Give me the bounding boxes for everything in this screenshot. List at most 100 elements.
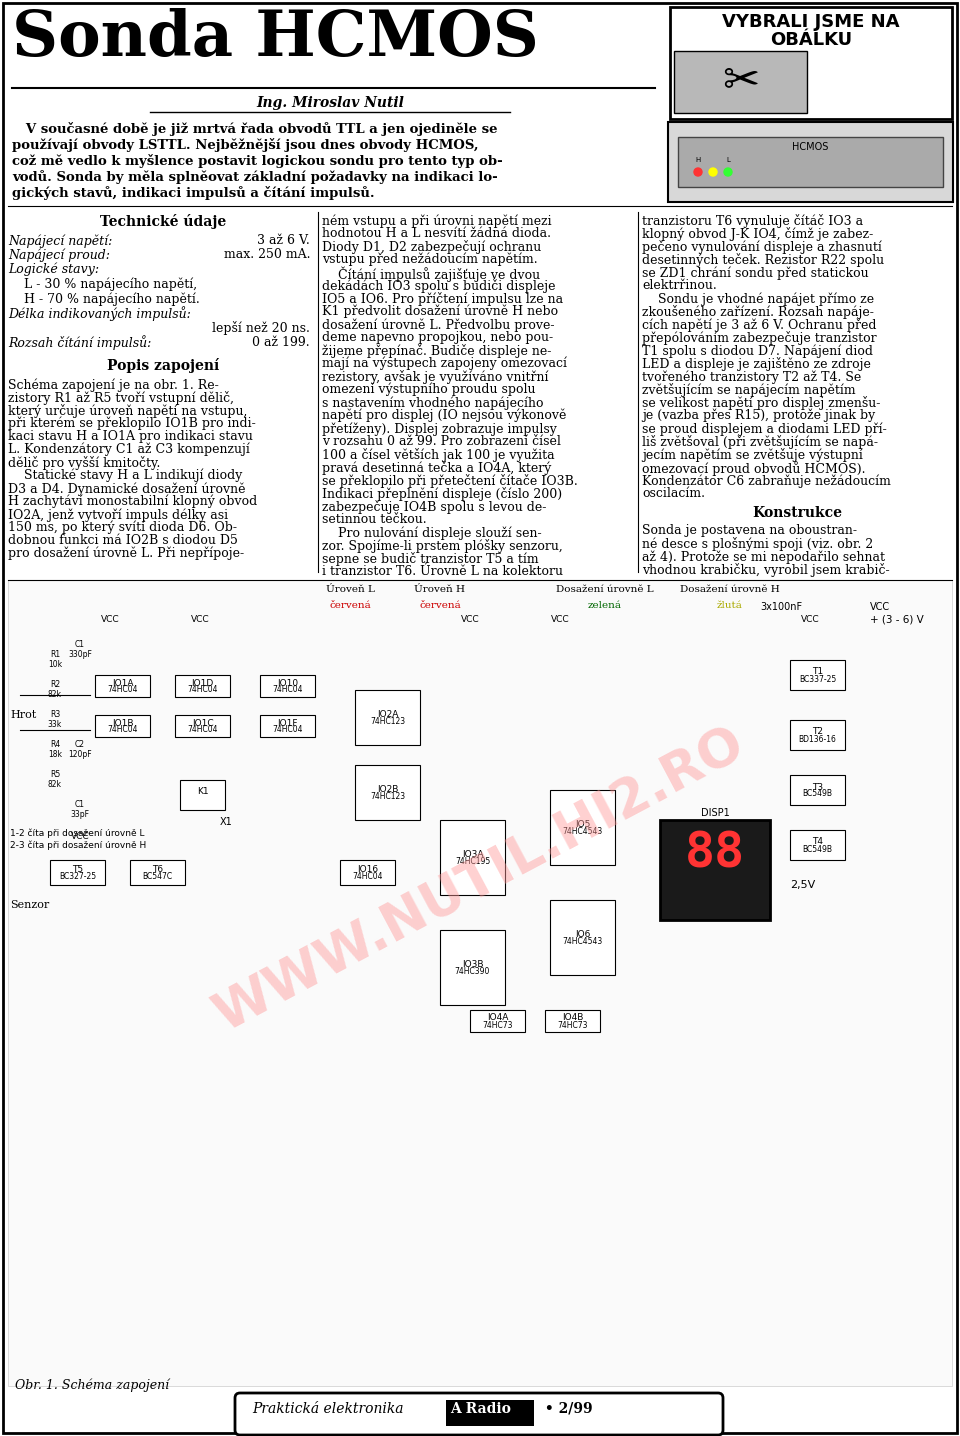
Text: Úroveň H: Úroveň H [415,584,466,595]
Text: max. 250 mA.: max. 250 mA. [224,248,310,261]
Text: klopný obvod J-K IO4, čímž je zabez-: klopný obvod J-K IO4, čímž je zabez- [642,227,874,241]
Text: WWW.NUTIL.HI2.RO: WWW.NUTIL.HI2.RO [206,718,754,1043]
Text: IO3A: IO3A [462,850,483,859]
Text: Kondenzátor C6 zabraňuje nežádoucím: Kondenzátor C6 zabraňuje nežádoucím [642,474,891,487]
Text: R2
82k: R2 82k [48,681,62,699]
Text: vstupu před nežádoucím napětím.: vstupu před nežádoucím napětím. [322,253,538,267]
Bar [668,122,953,202]
Text: ném vstupu a při úrovni napětí mezi: ném vstupu a při úrovni napětí mezi [322,214,552,227]
Text: zvětšujícím se napájecím napětím: zvětšujícím se napájecím napětím [642,383,855,396]
Text: L: L [726,157,730,164]
Text: dělič pro vyšší kmitočty.: dělič pro vyšší kmitočty. [8,457,160,470]
Text: BD136-16: BD136-16 [799,734,836,744]
Bar [674,52,807,113]
Bar [545,1010,600,1032]
Text: Napájecí proud:: Napájecí proud: [8,248,110,261]
Text: L. Kondenzátory C1 až C3 kompenzují: L. Kondenzátory C1 až C3 kompenzují [8,442,250,457]
Text: je (vazba přes R15), protože jinak by: je (vazba přes R15), protože jinak by [642,409,876,422]
Text: 2,5V: 2,5V [790,880,815,890]
Text: T5: T5 [72,864,84,875]
Text: R4
18k: R4 18k [48,740,62,760]
Bar [660,820,770,920]
Text: IO1A: IO1A [111,678,133,688]
Text: DISP1: DISP1 [701,808,730,819]
Text: omezovací proud obvodů HCMOS).: omezovací proud obvodů HCMOS). [642,461,866,475]
Text: VCC: VCC [71,831,89,841]
Text: HCMOS: HCMOS [792,142,828,152]
Text: T4: T4 [812,837,823,846]
Text: se ZD1 chrání sondu před statickou: se ZD1 chrání sondu před statickou [642,266,869,280]
Text: IO16: IO16 [357,864,378,875]
Bar [95,675,150,696]
Text: BC337-25: BC337-25 [799,675,836,684]
Text: červená: červená [329,602,371,610]
Text: pro dosažení úrovně L. Při nepřípoje-: pro dosažení úrovně L. Při nepřípoje- [8,547,244,560]
Text: Sonda je postavena na oboustran-: Sonda je postavena na oboustran- [642,524,857,537]
Bar [175,715,230,737]
Text: 1-2 číta při dosažení úrovně L: 1-2 číta při dosažení úrovně L [10,829,145,837]
Text: IO2A, jenž vytvoří impuls délky asi: IO2A, jenž vytvoří impuls délky asi [8,508,228,521]
Text: C1
33pF: C1 33pF [70,800,89,820]
Text: tranzistoru T6 vynuluje čítáč IO3 a: tranzistoru T6 vynuluje čítáč IO3 a [642,214,863,228]
Text: IO2B: IO2B [377,785,398,794]
Text: 74HC73: 74HC73 [482,1021,513,1030]
Text: VCC: VCC [551,615,569,625]
Bar [790,775,845,806]
Text: 3 až 6 V.: 3 až 6 V. [257,234,310,247]
Text: VCC: VCC [101,615,119,625]
Text: zistory R1 až R5 tvoří vstupní dělič,: zistory R1 až R5 tvoří vstupní dělič, [8,391,234,405]
Text: IO1B: IO1B [111,718,133,728]
Text: rezistory, avšak je využíváno vnitřní: rezistory, avšak je využíváno vnitřní [322,370,548,383]
Text: Konstrukce: Konstrukce [752,505,842,520]
Text: 74HC4543: 74HC4543 [563,938,603,946]
Text: 74HC123: 74HC123 [370,717,405,727]
Text: IO5: IO5 [575,820,590,829]
Text: v rozsahu 0 až 99. Pro zobrazení čísel: v rozsahu 0 až 99. Pro zobrazení čísel [322,435,561,448]
Bar [446,1400,534,1426]
Bar [440,820,505,895]
Text: který určuje úroveň napětí na vstupu,: který určuje úroveň napětí na vstupu, [8,404,248,418]
Text: BC547C: BC547C [142,872,173,882]
Text: Ing. Miroslav Nutil: Ing. Miroslav Nutil [256,96,404,111]
Text: při kterém se překlopilo IO1B pro indi-: při kterém se překlopilo IO1B pro indi- [8,416,255,431]
Bar [50,860,105,885]
Text: dobnou funkci má IO2B s diodou D5: dobnou funkci má IO2B s diodou D5 [8,534,238,547]
Bar [355,691,420,745]
Text: Indikaci přeplnění displeje (číslo 200): Indikaci přeplnění displeje (číslo 200) [322,487,563,501]
Bar [355,765,420,820]
Text: VCC: VCC [461,615,479,625]
Text: 74HC390: 74HC390 [455,966,491,976]
Text: pravá desetinná tečka a IO4A, který: pravá desetinná tečka a IO4A, který [322,461,551,475]
Text: VYBRALI JSME NA: VYBRALI JSME NA [722,13,900,32]
Text: LED a displeje je zajištěno ze zdroje: LED a displeje je zajištěno ze zdroje [642,358,871,370]
Circle shape [709,168,717,177]
Text: ✂: ✂ [722,59,759,102]
Text: IO4B: IO4B [562,1014,583,1022]
Text: Statické stavy H a L indikují diody: Statické stavy H a L indikují diody [8,470,242,482]
Text: Dosažení úrovně H: Dosažení úrovně H [680,584,780,595]
Text: používají obvody LSTTL. Nejběžnější jsou dnes obvody HCMOS,: používají obvody LSTTL. Nejběžnější jsou… [12,138,478,152]
Text: Senzor: Senzor [10,900,49,910]
Text: BC549B: BC549B [803,844,832,853]
Bar [790,661,845,691]
Text: zabezpečuje IO4B spolu s levou de-: zabezpečuje IO4B spolu s levou de- [322,500,546,514]
Text: 74HC04: 74HC04 [352,872,383,882]
Text: oscilacím.: oscilacím. [642,487,705,500]
Text: L - 30 % napájecího napětí,: L - 30 % napájecího napětí, [8,277,197,292]
Text: K1 předvolit dosažení úrovně H nebo: K1 předvolit dosažení úrovně H nebo [322,304,558,319]
Text: desetinných teček. Rezistor R22 spolu: desetinných teček. Rezistor R22 spolu [642,253,884,267]
Text: což mě vedlo k myšlence postavit logickou sondu pro tento typ ob-: což mě vedlo k myšlence postavit logicko… [12,154,503,168]
Text: Popis zapojení: Popis zapojení [107,358,219,373]
Text: Délka indikovaných impulsů:: Délka indikovaných impulsů: [8,306,191,322]
Text: Pro nulování displeje slouží sen-: Pro nulování displeje slouží sen- [322,526,541,540]
Text: omezení výstupního proudu spolu: omezení výstupního proudu spolu [322,383,536,396]
Text: IO2A: IO2A [377,709,398,719]
Text: 74HC04: 74HC04 [187,685,218,695]
Text: se velikost napětí pro displej zmenšu-: se velikost napětí pro displej zmenšu- [642,396,880,411]
Text: Schéma zapojení je na obr. 1. Re-: Schéma zapojení je na obr. 1. Re- [8,378,219,392]
Text: cích napětí je 3 až 6 V. Ochranu před: cích napětí je 3 až 6 V. Ochranu před [642,317,876,332]
Text: VCC: VCC [870,602,890,612]
Circle shape [724,168,732,177]
Text: né desce s plošnými spoji (viz. obr. 2: né desce s plošnými spoji (viz. obr. 2 [642,537,874,551]
Text: R3
33k: R3 33k [48,709,62,729]
